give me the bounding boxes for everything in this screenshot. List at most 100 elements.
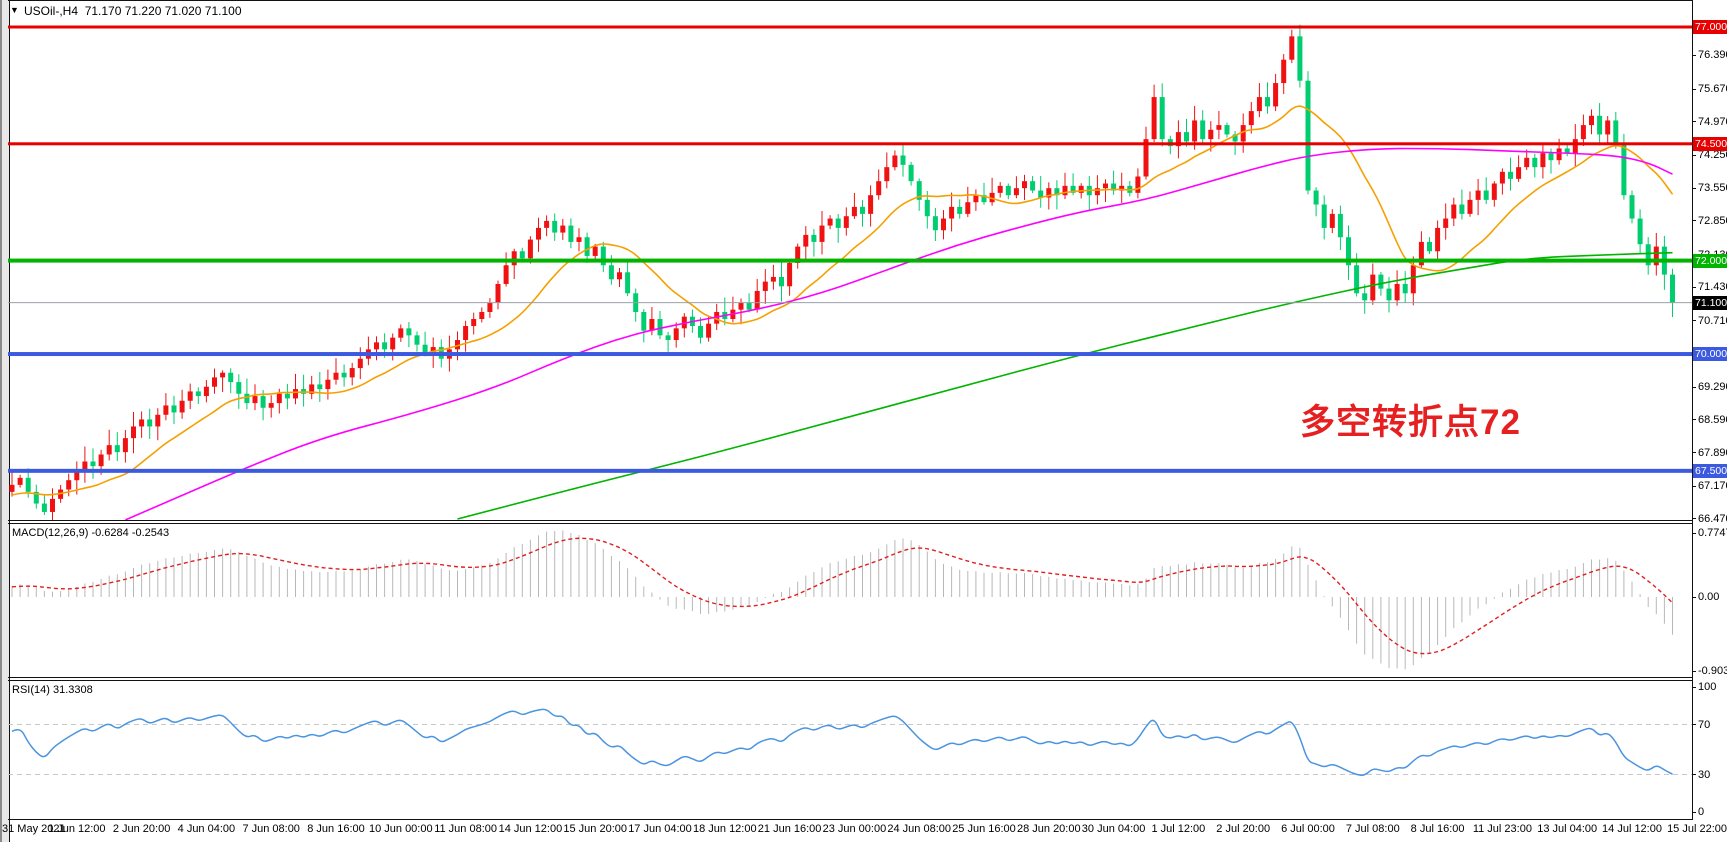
candle [568,225,574,242]
candle [908,164,914,182]
candle [941,218,946,231]
price-tick-label: 66.470 [1698,512,1727,525]
date-label: 2 Jul 20:00 [1216,823,1271,835]
candle [536,227,541,240]
candle [333,372,339,380]
candle [1621,143,1627,196]
macd-panel-top-border[interactable] [8,523,1692,524]
candle [1103,183,1108,189]
candle [916,181,922,200]
hline-undefined[interactable] [8,352,1692,357]
candle [66,480,72,490]
candle [714,311,720,324]
candle [827,218,833,226]
candle [787,262,793,287]
price-tick-label: 74.970 [1698,115,1727,128]
candle [179,400,185,413]
hline-undefined[interactable] [8,302,1692,304]
candle [1013,188,1019,196]
candle [171,405,177,413]
candle [746,302,752,310]
hline-undefined[interactable] [8,468,1692,473]
candle [471,319,477,327]
candle [932,216,938,231]
candle [260,396,266,408]
candle [706,323,712,338]
candle [187,391,193,401]
rsi-tick-label: 30 [1698,768,1711,781]
candle [1418,241,1424,266]
candle [973,195,979,203]
rsi-panel[interactable] [8,708,1692,776]
macd-panel[interactable] [11,530,1674,670]
date-label: 1 Jun 12:00 [48,823,106,835]
price-tick-label: 69.290 [1698,381,1727,394]
candle [1564,148,1570,154]
hline-undefined[interactable] [8,258,1692,263]
candle [625,272,631,294]
candle [1378,274,1384,289]
candle [560,225,566,233]
candle [876,181,882,196]
candle [1200,120,1206,140]
candle [1305,80,1311,191]
candle [1394,283,1400,301]
date-label: 6 Jul 00:00 [1281,823,1335,835]
candle [293,389,298,399]
candle [284,393,290,399]
price-tick-label: 72.850 [1698,214,1727,227]
candle [1475,190,1481,200]
candle [1265,97,1270,107]
candle [1256,97,1262,112]
date-label: 1 Jul 12:00 [1151,823,1206,835]
candle [1329,213,1335,228]
macd-signal-line [11,537,1673,655]
candle [657,319,663,336]
candle [398,328,404,338]
candle [212,377,217,387]
candle [843,216,849,228]
symbol-dropdown-icon[interactable]: ▼ [10,5,19,15]
candle [1605,120,1611,135]
price-tick-label: 75.670 [1698,83,1727,96]
candle [1111,183,1117,191]
candle [455,340,460,350]
rsi-panel-top-border[interactable] [8,680,1692,681]
rsi-tick-label: 70 [1698,718,1711,731]
candle [851,206,857,217]
date-label: 18 Jun 12:00 [692,823,757,835]
candle [1273,83,1279,107]
chart-title: USOil-,H4 71.170 71.220 71.020 71.100 [24,4,242,18]
candle [74,470,80,481]
hline-undefined[interactable] [8,142,1692,146]
main-panel[interactable] [9,24,1676,525]
candle [41,503,47,512]
date-label: 21 Jun 16:00 [757,823,822,835]
candle [236,382,242,394]
candle [698,326,703,338]
candle [1054,188,1060,196]
candle [1572,139,1578,154]
candle [1410,265,1416,294]
panel-splitter[interactable] [0,0,10,842]
candle [17,477,23,485]
candle [1078,185,1084,193]
candle [1119,185,1125,191]
date-label: 8 Jun 16:00 [307,823,365,835]
candle [1540,153,1546,168]
ma-slow-line [457,251,1673,520]
candle [1030,181,1036,191]
candle [114,445,120,453]
price-axis-tickmark [1692,518,1696,520]
chart-annotation-text[interactable]: 多空转折点72 [1300,403,1521,442]
macd-histogram [11,530,1673,670]
price-tick-label: 73.550 [1698,182,1727,195]
candle [495,283,501,303]
candle [1248,111,1254,126]
date-label: 17 Jun 04:00 [628,823,692,835]
candle [1337,213,1343,238]
candle [195,391,201,397]
date-label: 7 Jun 08:00 [242,823,300,835]
hline-undefined[interactable] [8,25,1692,29]
